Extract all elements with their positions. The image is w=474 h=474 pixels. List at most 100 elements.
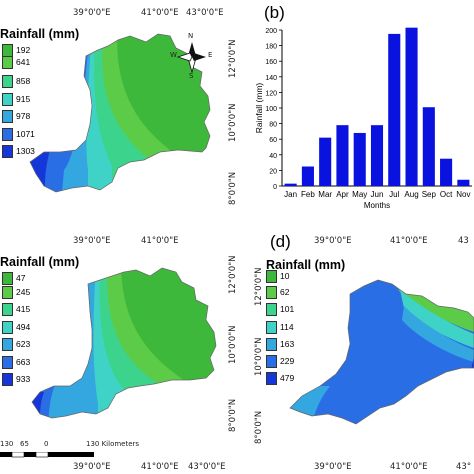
lat-tick: 12°0'0"N bbox=[254, 267, 264, 307]
legend-label: 47 bbox=[16, 273, 26, 283]
x-tick-label: May bbox=[352, 190, 367, 199]
y-tick-label: 120 bbox=[265, 90, 277, 97]
legend-swatch bbox=[2, 272, 13, 285]
panel-c-map: 39°0'0"E 41°0'0"E Rainfall (mm) 47 245 4… bbox=[0, 236, 250, 474]
lat-tick: 8°0'0"N bbox=[228, 398, 238, 432]
monthly-rainfall-bar-chart: 0 20 40 60 80 100 120 140 160 180 200 Rainfall (mm)… bbox=[254, 27, 472, 210]
legend-label: 978 bbox=[16, 111, 31, 121]
scale-bar-graphic bbox=[0, 452, 94, 458]
panel-label-b: (b) bbox=[264, 3, 285, 22]
rainfall-map-c bbox=[31, 267, 217, 419]
scale-label: 130 bbox=[0, 440, 14, 448]
scale-label: 65 bbox=[20, 440, 29, 448]
legend-swatch bbox=[2, 128, 13, 141]
x-tick-label: Feb bbox=[301, 190, 315, 199]
legend-label: 245 bbox=[16, 287, 31, 297]
legend-label: 479 bbox=[280, 373, 295, 383]
legend-label: 114 bbox=[280, 322, 294, 332]
y-tick-label: 80 bbox=[269, 122, 277, 129]
y-tick-label: 40 bbox=[269, 153, 277, 160]
legend-swatch bbox=[2, 286, 13, 299]
bar bbox=[319, 137, 332, 186]
y-tick-label: 160 bbox=[265, 59, 277, 66]
lat-tick: 10°0'0"N bbox=[228, 103, 238, 143]
lon-tick: 39°0'0"E bbox=[314, 462, 352, 472]
x-tick-label: Sep bbox=[422, 190, 437, 199]
legend-label: 101 bbox=[280, 304, 295, 314]
bar bbox=[370, 125, 384, 186]
legend-swatch bbox=[2, 303, 13, 316]
bar bbox=[284, 183, 297, 186]
legend-swatch bbox=[2, 145, 13, 158]
legend-label: 1303 bbox=[16, 146, 35, 156]
legend-label: 415 bbox=[16, 304, 31, 314]
y-tick-label: 60 bbox=[269, 137, 277, 144]
legend-label: 915 bbox=[16, 94, 31, 104]
legend-label: 163 bbox=[280, 339, 295, 349]
legend-swatch bbox=[266, 286, 277, 299]
y-tick-label: 20 bbox=[269, 168, 277, 175]
bar bbox=[422, 107, 435, 186]
lat-tick: 8°0'0"N bbox=[228, 171, 238, 205]
lat-tick: 12°0'0"N bbox=[228, 255, 238, 295]
compass-n: N bbox=[188, 32, 194, 40]
legend-swatch bbox=[2, 373, 13, 386]
lat-tick: 10°0'0"N bbox=[228, 325, 238, 365]
x-tick-label: Apr bbox=[336, 190, 349, 199]
bar bbox=[457, 179, 470, 186]
legend-swatch bbox=[2, 93, 13, 106]
lon-tick: 39°0'0"E bbox=[314, 236, 352, 246]
bar bbox=[388, 33, 401, 187]
lat-tick: 10°0'0"N bbox=[254, 337, 264, 377]
x-tick-label: Nov bbox=[456, 190, 470, 199]
lon-tick: 43°0'0"E bbox=[188, 462, 226, 472]
x-axis-label: Months bbox=[364, 201, 390, 210]
y-tick-label: 0 bbox=[273, 184, 277, 191]
lon-tick: 43°0'0"E bbox=[186, 8, 224, 18]
compass-rose: N S W E bbox=[170, 32, 214, 82]
legend-swatch bbox=[266, 270, 277, 283]
scale-label: 0 bbox=[44, 440, 49, 448]
bar bbox=[353, 132, 366, 186]
legend-swatch bbox=[2, 321, 13, 334]
compass-icon bbox=[176, 42, 206, 74]
y-axis-label: Rainfall (mm) bbox=[254, 83, 264, 134]
compass-s: S bbox=[189, 72, 194, 80]
legend-title: Rainfall (mm) bbox=[0, 255, 80, 269]
legend-swatch bbox=[266, 321, 277, 334]
lon-tick: 43° bbox=[456, 462, 472, 472]
rainfall-map-d bbox=[289, 279, 474, 425]
y-tick-label: 200 bbox=[265, 28, 277, 35]
legend-label: 858 bbox=[16, 76, 31, 86]
bar bbox=[336, 125, 349, 186]
compass-e: E bbox=[208, 51, 213, 59]
legend-label: 623 bbox=[16, 339, 31, 349]
y-tick-label: 180 bbox=[265, 44, 277, 51]
legend-swatch bbox=[2, 56, 13, 69]
scale-label: 130 Kilometers bbox=[86, 440, 140, 448]
lon-tick: 39°0'0"E bbox=[73, 236, 111, 246]
legend-title: Rainfall (mm) bbox=[0, 27, 80, 41]
panel-d-map: (d) 39°0'0"E 41°0'0"E 43 Rainfall (mm) 1… bbox=[250, 232, 474, 474]
compass-w: W bbox=[170, 51, 177, 59]
lon-tick: 39°0'0"E bbox=[73, 8, 111, 18]
legend-label: 494 bbox=[16, 322, 31, 332]
lon-tick: 41°0'0"E bbox=[141, 236, 179, 246]
lon-tick: 39°0'0"E bbox=[73, 462, 111, 472]
x-tick-label: Jun bbox=[371, 190, 384, 199]
legend-label: 229 bbox=[280, 356, 295, 366]
bar bbox=[405, 27, 418, 186]
y-tick-label: 140 bbox=[265, 75, 277, 82]
legend-title: Rainfall (mm) bbox=[266, 258, 346, 272]
lon-tick: 41°0'0"E bbox=[390, 462, 428, 472]
legend-label: 1071 bbox=[16, 129, 35, 139]
legend-label: 10 bbox=[280, 271, 290, 281]
lon-tick: 41°0'0"E bbox=[141, 8, 179, 18]
legend-swatch bbox=[2, 75, 13, 88]
bar bbox=[301, 166, 314, 186]
lon-tick: 41°0'0"E bbox=[390, 236, 428, 246]
legend-swatch bbox=[266, 355, 277, 368]
x-tick-label: Oct bbox=[440, 190, 453, 199]
legend-swatch bbox=[266, 372, 277, 385]
legend-swatch bbox=[266, 338, 277, 351]
